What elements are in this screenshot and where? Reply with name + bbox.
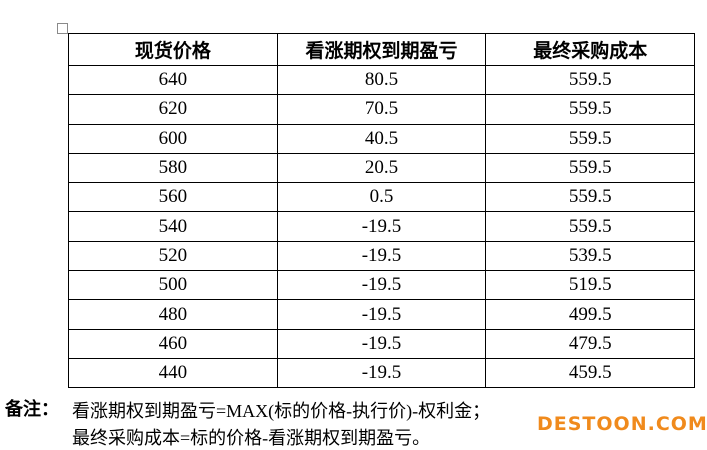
table-cell: -19.5 — [276, 211, 487, 242]
table-cell: 600 — [68, 123, 278, 154]
table-row: 620 70.5 559.5 — [68, 94, 696, 125]
table-cell: 20.5 — [276, 152, 487, 184]
table-cell: 460 — [68, 328, 278, 359]
table-cell: 499.5 — [485, 299, 696, 330]
header-row: 现货价格 看涨期权到期盈亏 最终采购成本 — [68, 33, 696, 66]
table-row: 600 40.5 559.5 — [68, 123, 696, 154]
table-row: 580 20.5 559.5 — [68, 152, 696, 184]
table-cell: 80.5 — [276, 64, 487, 96]
table-cell: 539.5 — [485, 240, 696, 272]
table-cell: -19.5 — [276, 328, 487, 359]
table-cell: -19.5 — [276, 240, 487, 272]
table-cell: 519.5 — [485, 270, 696, 301]
table-cell: 559.5 — [485, 64, 696, 96]
table-cell: 480 — [68, 299, 278, 330]
table-cell: 40.5 — [276, 123, 487, 154]
table-row: 520 -19.5 539.5 — [68, 240, 696, 272]
header-cell: 看涨期权到期盈亏 — [276, 33, 487, 66]
header-cell: 现货价格 — [68, 33, 278, 66]
table-cell: 559.5 — [485, 152, 696, 184]
table-cell: 559.5 — [485, 211, 696, 242]
table-move-handle — [57, 23, 68, 34]
table-cell: -19.5 — [276, 299, 487, 330]
header-cell: 最终采购成本 — [485, 33, 696, 66]
table-row: 560 0.5 559.5 — [68, 182, 696, 213]
table-row: 640 80.5 559.5 — [68, 64, 696, 96]
table-cell: 560 — [68, 182, 278, 213]
table-row: 500 -19.5 519.5 — [68, 270, 696, 301]
table-row: 460 -19.5 479.5 — [68, 328, 696, 359]
table: 现货价格 看涨期权到期盈亏 最终采购成本 640 80.5 559.5 620 70.5 55… — [68, 33, 696, 389]
table-cell: 440 — [68, 357, 278, 389]
table-cell: 640 — [68, 64, 278, 96]
table-cell: 540 — [68, 211, 278, 242]
table-cell: 459.5 — [485, 357, 696, 389]
table-cell: 559.5 — [485, 182, 696, 213]
table-row: 480 -19.5 499.5 — [68, 299, 696, 330]
table-cell: 620 — [68, 94, 278, 125]
table-row: 540 -19.5 559.5 — [68, 211, 696, 242]
table-cell: 559.5 — [485, 123, 696, 154]
table-body: 640 80.5 559.5 620 70.5 559.5 600 40.5 559.5 580 2… — [68, 64, 696, 389]
note-line: 最终采购成本=标的价格-看涨期权到期盈亏。 — [72, 428, 431, 448]
watermark: DESTOON.COM — [537, 413, 707, 435]
table-cell: 0.5 — [276, 182, 487, 213]
table-cell: 479.5 — [485, 328, 696, 359]
table-cell: -19.5 — [276, 270, 487, 301]
table-cell: 520 — [68, 240, 278, 272]
table-row: 440 -19.5 459.5 — [68, 357, 696, 389]
table-cell: 500 — [68, 270, 278, 301]
table-cell: 559.5 — [485, 94, 696, 125]
note-line: 看涨期权到期盈亏=MAX(标的价格-执行价)-权利金； — [72, 401, 491, 421]
table-cell: 70.5 — [276, 94, 487, 125]
table-cell: 580 — [68, 152, 278, 184]
table-cell: -19.5 — [276, 357, 487, 389]
note-label: 备注： — [5, 399, 59, 419]
